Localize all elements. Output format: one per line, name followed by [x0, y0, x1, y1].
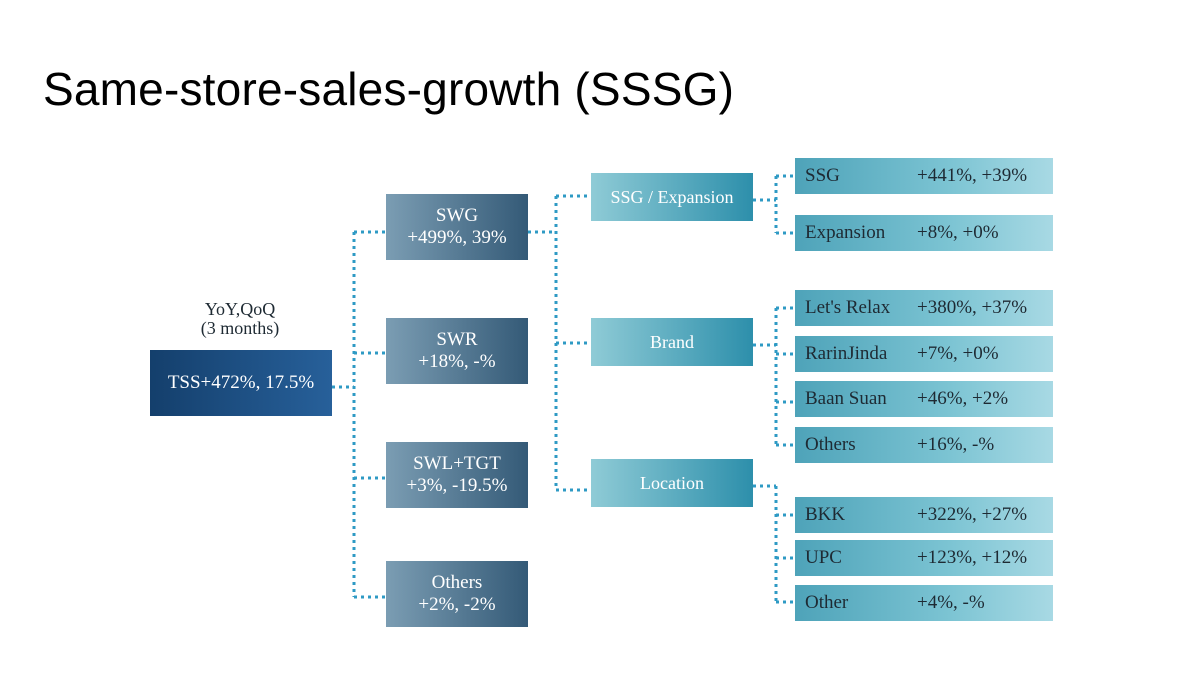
segment-name: SWL+TGT [413, 453, 501, 474]
root-node: TSS+472%, 17.5% [150, 350, 332, 416]
dimension-name: Brand [650, 332, 694, 352]
leaf-value: +8%, +0% [917, 222, 999, 243]
leaf-others: Others +16%, -% [795, 427, 1053, 463]
dimension-name: SSG / Expansion [610, 187, 734, 207]
page-title: Same-store-sales-growth (SSSG) [43, 63, 735, 115]
leaf-name: Let's Relax [805, 297, 891, 318]
dimension-node-ssg-expansion: SSG / Expansion [591, 173, 753, 221]
leaf-ssg: SSG +441%, +39% [795, 158, 1053, 194]
leaf-bkk: BKK +322%, +27% [795, 497, 1053, 533]
leaf-value: +4%, -% [917, 592, 985, 613]
segment-node-others: Others +2%, -2% [386, 561, 528, 627]
leaf-name: UPC [805, 547, 842, 568]
leaf-value: +123%, +12% [917, 547, 1028, 568]
leaf-value: +441%, +39% [917, 165, 1028, 186]
segment-name: Others [431, 572, 483, 593]
leaf-other: Other +4%, -% [795, 585, 1053, 621]
segment-node-swl-tgt: SWL+TGT +3%, -19.5% [386, 442, 528, 508]
connector-root-segments [332, 230, 386, 599]
leaf-value: +46%, +2% [917, 388, 1009, 409]
dimension-node-location: Location [591, 459, 753, 507]
leaf-expansion: Expansion +8%, +0% [795, 215, 1053, 251]
leaf-value: +7%, +0% [917, 343, 999, 364]
leaf-upc: UPC +123%, +12% [795, 540, 1053, 576]
leaf-value: +380%, +37% [917, 297, 1028, 318]
leaf-value: +322%, +27% [917, 504, 1028, 525]
segment-value: +3%, -19.5% [406, 475, 508, 496]
leaf-name: BKK [805, 504, 846, 525]
root-caption-line1: YoY,QoQ [204, 299, 276, 319]
dimension-name: Location [640, 473, 704, 493]
root-caption: YoY,QoQ (3 months) [150, 300, 330, 338]
leaf-name: Baan Suan [805, 388, 887, 409]
segment-name: SWR [436, 329, 478, 350]
connector-swg-dimensions [528, 194, 591, 492]
dimension-node-brand: Brand [591, 318, 753, 366]
segment-value: +499%, 39% [407, 227, 507, 248]
leaf-name: Other [805, 592, 849, 613]
leaf-baan-suan: Baan Suan +46%, +2% [795, 381, 1053, 417]
leaf-name: Expansion [805, 222, 886, 243]
connector-brand-leaves [753, 306, 795, 447]
leaf-rarinjinda: RarinJinda +7%, +0% [795, 336, 1053, 372]
segment-name: SWG [435, 205, 479, 226]
segment-node-swr: SWR +18%, -% [386, 318, 528, 384]
leaf-name: SSG [805, 165, 840, 186]
segment-value: +18%, -% [418, 351, 496, 372]
leaf-name: RarinJinda [805, 343, 888, 364]
connector-location-leaves [753, 484, 795, 604]
leaf-name: Others [805, 434, 856, 455]
root-label: TSS+472%, 17.5% [167, 372, 315, 393]
segment-node-swg: SWG +499%, 39% [386, 194, 528, 260]
segment-value: +2%, -2% [418, 594, 496, 615]
leaf-value: +16%, -% [917, 434, 995, 455]
leaf-lets-relax: Let's Relax +380%, +37% [795, 290, 1053, 326]
root-caption-line2: (3 months) [200, 318, 280, 338]
connector-ssg-leaves [753, 174, 795, 235]
